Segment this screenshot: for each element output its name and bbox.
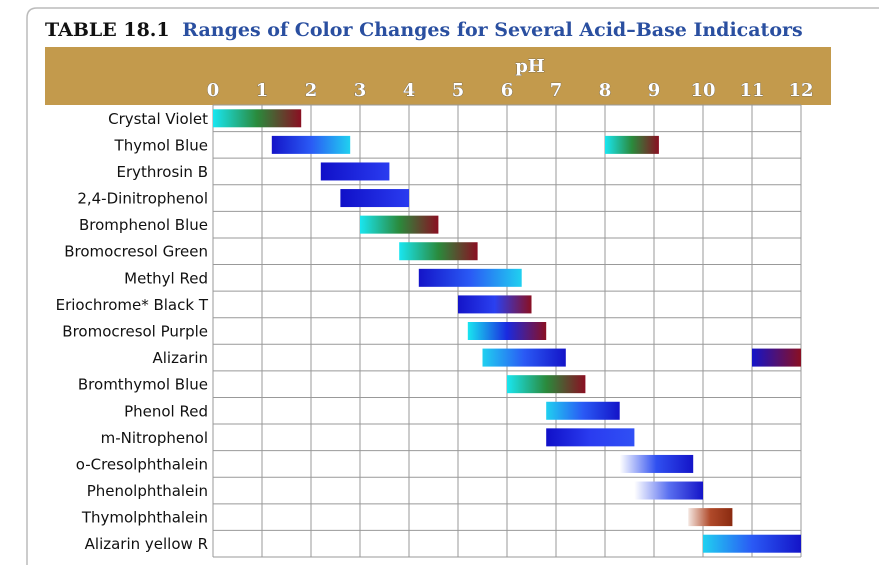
range-bar	[399, 242, 478, 261]
page-border	[26, 7, 879, 565]
range-bar	[688, 508, 733, 527]
indicator-label: Eriochrome* Black T	[56, 296, 209, 314]
indicator-label: Methyl Red	[124, 269, 208, 287]
range-bar	[546, 428, 635, 447]
indicator-label: Bromthymol Blue	[78, 376, 208, 394]
range-bar	[458, 295, 532, 314]
range-bar	[634, 481, 703, 500]
range-bar	[320, 162, 390, 181]
range-bar	[340, 189, 409, 208]
range-bar	[213, 109, 302, 128]
x-tick-label: 8	[599, 80, 612, 101]
table-number: TABLE 18.1	[45, 19, 170, 41]
x-tick-label: 11	[739, 80, 764, 101]
x-tick-label: 0	[207, 80, 220, 101]
x-tick-label: 10	[690, 80, 715, 101]
indicator-label: o-Cresolphthalein	[76, 455, 208, 473]
x-tick-label: 3	[354, 80, 367, 101]
header-band	[45, 47, 831, 105]
indicator-label: Bromocresol Purple	[62, 323, 208, 341]
range-bar	[546, 401, 620, 420]
indicator-label: Phenolphthalein	[87, 482, 208, 500]
indicator-label: Thymolphthalein	[81, 509, 208, 527]
range-bar	[703, 534, 801, 553]
range-bar	[271, 135, 351, 154]
indicator-label: Phenol Red	[124, 402, 208, 420]
indicator-label: Bromocresol Green	[64, 243, 208, 261]
range-bar	[619, 454, 694, 473]
range-bar	[507, 375, 586, 394]
range-bar	[418, 268, 522, 287]
range-bar	[482, 348, 566, 367]
indicator-label: Alizarin yellow R	[85, 535, 208, 553]
indicator-label: Bromphenol Blue	[79, 216, 208, 234]
range-bar	[605, 135, 659, 154]
indicator-label: Erythrosin B	[117, 163, 208, 181]
x-tick-label: 1	[256, 80, 269, 101]
range-bar	[467, 322, 547, 340]
range-bar	[360, 215, 439, 234]
x-tick-label: 5	[452, 80, 465, 101]
x-tick-label: 2	[305, 80, 318, 101]
x-axis-label: pH	[515, 56, 545, 77]
indicator-label: Thymol Blue	[114, 136, 208, 154]
x-tick-label: 12	[788, 80, 813, 101]
x-tick-label: 7	[550, 80, 563, 101]
title: Ranges of Color Changes for Several Acid…	[182, 19, 802, 41]
indicator-label: m-Nitrophenol	[101, 429, 208, 447]
table-title: TABLE 18.1 Ranges of Color Changes for S…	[45, 19, 803, 41]
range-bar	[752, 348, 801, 367]
x-tick-label: 4	[403, 80, 416, 101]
x-tick-label: 6	[501, 80, 514, 101]
x-tick-label: 9	[648, 80, 661, 101]
indicator-label: 2,4-Dinitrophenol	[77, 190, 208, 208]
indicator-label: Alizarin	[152, 349, 208, 367]
indicator-label: Crystal Violet	[108, 110, 208, 128]
